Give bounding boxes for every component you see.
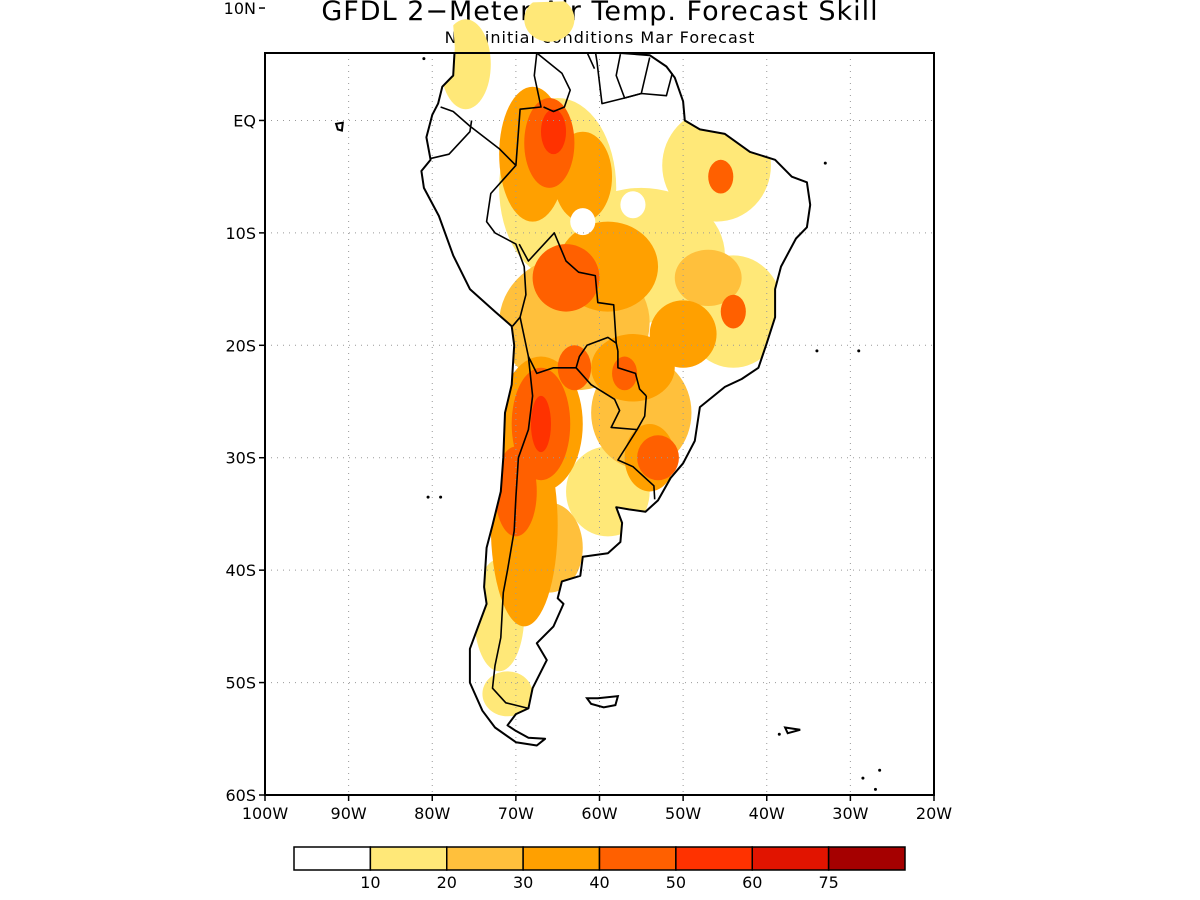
small-island [861, 776, 865, 780]
small-island [823, 161, 827, 165]
skill-area [708, 159, 734, 194]
colorbar-swatch [675, 846, 753, 871]
small-island [878, 768, 882, 772]
skill-area [482, 671, 533, 717]
colorbar-swatch [522, 846, 601, 871]
small-island [815, 349, 819, 353]
small-island [857, 349, 861, 353]
country-border [617, 350, 647, 397]
colorbar-label: 60 [742, 873, 762, 892]
country-border [575, 367, 648, 431]
figure-subtitle: Nov initial conditions Mar Forecast [444, 28, 756, 47]
lon-tick-label: 100W [242, 804, 289, 823]
lat-tick-label: 30S [225, 449, 256, 468]
country-border [491, 356, 534, 710]
skill-area [540, 109, 567, 155]
lat-tick-label: 40S [225, 561, 256, 580]
lon-tick-label: 40W [749, 804, 785, 823]
lon-tick-label: 30W [832, 804, 868, 823]
island [783, 726, 801, 735]
colorbar: 10 20 30 40 50 60 75 [293, 846, 906, 892]
lat-tick-label: 60S [225, 786, 256, 805]
lon-tick-label: 50W [665, 804, 701, 823]
colorbar-label: 75 [818, 873, 838, 892]
lat-tick-label: EQ [233, 111, 256, 130]
skill-area [532, 244, 600, 312]
country-border [440, 53, 542, 167]
lon-tick-label: 20W [916, 804, 952, 823]
small-island [422, 57, 426, 61]
colorbar-label: 50 [666, 873, 686, 892]
skill-area [720, 294, 746, 329]
colorbar-label: 20 [437, 873, 457, 892]
colorbar-label: 30 [513, 873, 533, 892]
colorbar-swatch [446, 846, 524, 871]
skill-area [637, 435, 679, 481]
island [585, 694, 620, 709]
country-border [518, 232, 619, 352]
lat-tick-label: 50S [225, 674, 256, 693]
map-gridlines [265, 53, 934, 795]
country-border [485, 164, 527, 327]
colorbar-swatch [293, 846, 372, 871]
skill-area [524, 0, 575, 42]
colorbar-label: 40 [589, 873, 609, 892]
lon-tick-label: 80W [414, 804, 450, 823]
country-border [536, 53, 571, 113]
skill-area [674, 249, 742, 306]
lon-tick-label: 70W [498, 804, 534, 823]
colorbar-label: 10 [360, 873, 380, 892]
skill-area [440, 19, 491, 110]
lat-tick-label: 20S [225, 336, 256, 355]
lat-tick-label: 10N [224, 0, 256, 18]
small-island [414, 12, 417, 15]
island [334, 121, 344, 132]
island [584, 0, 591, 7]
small-island [873, 787, 877, 791]
colorbar-swatch [598, 846, 677, 871]
country-border [587, 53, 596, 70]
colorbar-swatch [751, 846, 830, 871]
figure-title: GFDL 2−Meter Air Temp. Forecast Skill [321, 0, 879, 27]
colorbar-swatch [369, 846, 448, 871]
map-coastlines-borders [334, 0, 882, 791]
small-island [777, 732, 781, 736]
skill-area [649, 300, 717, 368]
country-border [615, 53, 651, 99]
skill-shading [440, 0, 784, 717]
country-border [429, 120, 473, 160]
skill-gap [620, 191, 646, 219]
colorbar-swatch [827, 846, 906, 871]
lon-tick-label: 90W [331, 804, 367, 823]
coastline [420, 53, 812, 747]
small-island [439, 495, 443, 499]
lat-tick-label: 10S [225, 224, 256, 243]
lon-tick-label: 60W [581, 804, 617, 823]
skill-gap [570, 208, 596, 236]
country-border [594, 53, 674, 105]
country-border [617, 429, 656, 500]
small-island [426, 495, 430, 499]
skill-area [530, 395, 551, 453]
